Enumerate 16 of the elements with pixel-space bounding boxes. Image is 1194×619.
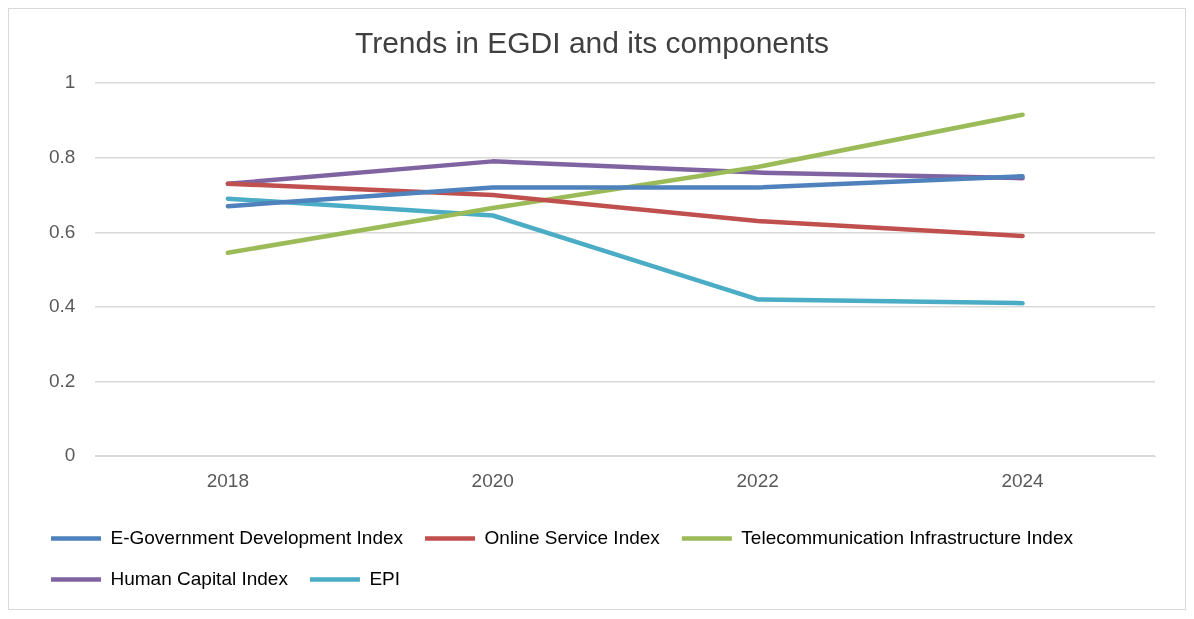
y-tick-label: 1: [64, 71, 76, 93]
x-tick-label: 2018: [206, 469, 249, 491]
legend-label: Online Service Index: [484, 526, 661, 548]
chart-title: Trends in EGDI and its components: [354, 26, 830, 60]
legend-label: Telecommunication Infrastructure Index: [741, 526, 1074, 548]
x-tick-label: 2022: [736, 469, 779, 491]
x-tick-label: 2024: [1001, 469, 1045, 491]
legend-label: EPI: [369, 567, 401, 589]
y-tick-label: 0: [64, 444, 76, 466]
y-tick-label: 0.6: [48, 220, 76, 242]
y-tick-label: 0.4: [48, 295, 76, 317]
legend-label: E-Government Development Index: [110, 526, 404, 548]
y-tick-label: 0.8: [48, 145, 76, 167]
y-tick-label: 0.2: [48, 369, 76, 391]
x-tick-label: 2020: [471, 469, 514, 491]
legend-label: Human Capital Index: [110, 567, 289, 589]
